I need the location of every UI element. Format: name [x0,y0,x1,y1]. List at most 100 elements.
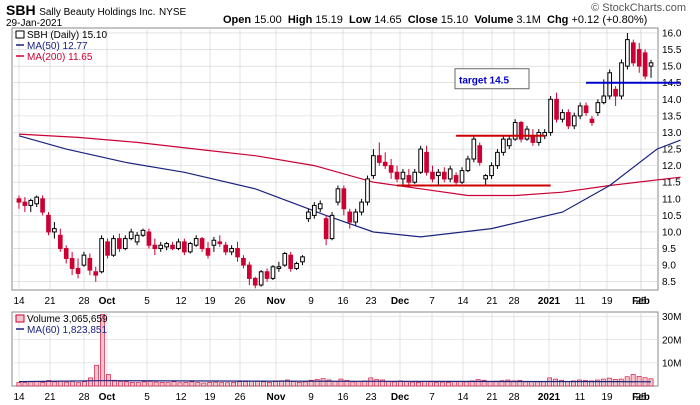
candle-body [28,199,34,206]
candle-body [477,145,483,163]
price-tick-label: 13.0 [662,128,682,139]
target-box [454,68,530,90]
candle-body [223,244,229,253]
candle-body [495,151,500,167]
x-tick-label: 19 [601,296,613,307]
candle-body [436,171,441,177]
x-tick-label: 14 [457,392,469,403]
volume-bar [46,380,52,387]
candle-body [69,257,75,269]
x-tick-label: 16 [337,392,349,403]
volume-bar [88,377,93,387]
volume-bar [213,381,219,387]
candle-body [489,165,494,177]
legend-ma200: MA(200) 11.65 [27,52,93,63]
x-tick-label: 14 [457,296,469,307]
candle-body [146,231,152,246]
x-tick-label: 5 [144,296,150,307]
candle-body [648,62,654,67]
volume-bar [386,381,392,387]
candle-body [459,170,465,183]
candle-body [252,277,258,286]
candle-body [441,171,447,180]
volume-bar [177,382,183,387]
x-tick-label: 21 [44,392,56,403]
volume-bar [314,379,320,387]
price-tick-label: 11.0 [662,194,681,205]
candle-body [46,214,51,233]
candle-body [170,244,175,250]
volume-bar [272,381,278,387]
volume-bar [100,314,105,387]
volume-bar [52,381,58,387]
legend-price: SBH (Daily) 15.10 [27,30,107,41]
volume-bar [16,382,22,387]
price-tick-label: 15.0 [662,62,682,73]
x-tick-label: 16 [337,296,349,307]
volume-bar [356,381,362,387]
volume-bar [28,381,34,387]
candle-body [453,175,459,183]
legend-ma50: MA(50) 12.77 [27,41,88,52]
volume-bar [648,378,654,387]
x-tick-label: 28 [508,296,520,307]
volume-bar [129,381,135,387]
volume-bar [296,381,302,387]
candle-body [93,271,99,276]
volume-bar [612,378,618,387]
volume-panel [11,311,659,387]
volume-bar [600,378,606,387]
ma50-line [18,135,681,238]
x-tick-label: 11 [575,296,586,307]
volume-bar [505,379,511,387]
candle-body [75,267,81,274]
volume-bar [535,381,541,387]
candle-body [583,105,589,114]
volume-bar [237,381,242,387]
candle-body [311,204,317,216]
candle-body [270,266,276,279]
volume-label: Volume [474,14,514,26]
x-tick-label: 26 [234,392,246,403]
volume-bar [22,382,28,387]
candle-body [625,39,630,67]
volume-bar [553,378,559,387]
volume-bar [594,379,600,387]
high-value: 15.19 [315,14,343,26]
volume-value: 3.1M [516,14,541,26]
legend-volume-ma: MA(60) 1,823,851 [27,325,107,336]
volume-bar [308,379,314,387]
x-tick-label: 2021 [538,392,561,403]
candle-body [512,122,518,140]
candle-body [323,218,329,240]
candle-body [229,248,234,253]
volume-bar [439,381,445,387]
volume-bar [201,382,207,387]
x-tick-label: Oct [99,392,116,403]
candle-body [282,253,288,266]
volume-bar [618,378,624,387]
x-tick-label: Oct [99,296,116,307]
volume-bar [117,381,123,387]
candle-body [87,257,93,271]
candle-body [217,241,223,245]
candle-body [247,264,252,279]
candle-body [382,161,388,167]
candle-body [483,175,488,180]
volume-bar [123,381,129,387]
volume-bar [374,379,380,387]
volume-bar [189,381,195,387]
volume-bar [559,379,564,387]
volume-bar [571,380,576,387]
x-tick-label: 28 [78,296,90,307]
candle-body [341,188,347,210]
volume-bar [40,381,46,387]
candle-body [536,131,542,143]
candle-body [105,241,110,256]
volume-bar [380,379,386,387]
volume-bar [231,381,237,387]
candle-body [601,95,607,104]
candle-body [430,171,435,180]
volume-bar [147,381,153,387]
candle-body [501,138,506,153]
